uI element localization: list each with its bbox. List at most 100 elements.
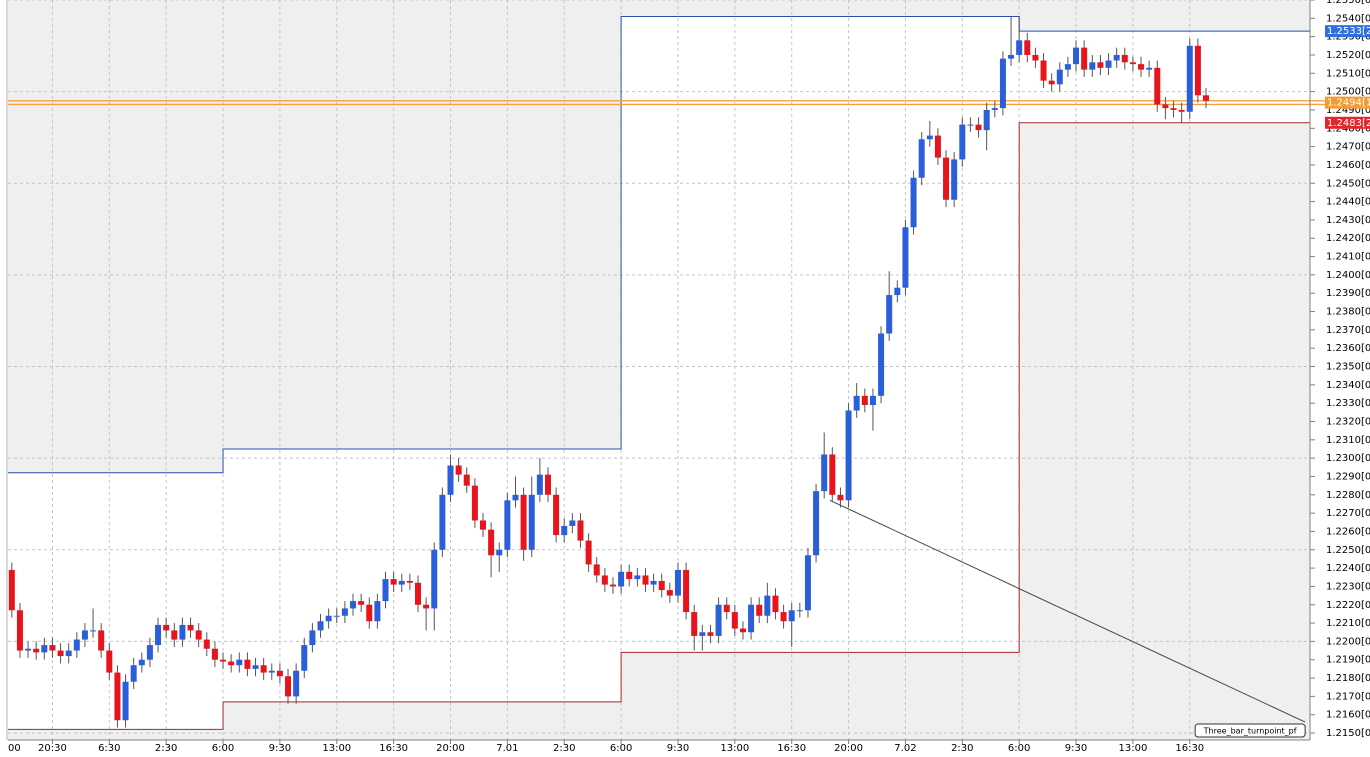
candle-body <box>683 569 690 613</box>
candle-body <box>155 624 162 646</box>
candle-body <box>228 661 235 666</box>
y-tick-label: 1.2510[0 <box>1326 68 1370 79</box>
x-tick-label: 6:00 <box>610 743 632 754</box>
y-tick-label: 1.2320[0 <box>1326 416 1370 427</box>
y-tick-label: 1.2340[0 <box>1326 380 1370 391</box>
candle-body <box>25 648 32 651</box>
candle-body <box>138 659 145 666</box>
candle-body <box>463 474 470 486</box>
y-tick-label: 1.2450[0 <box>1326 178 1370 189</box>
candle-body <box>804 555 811 611</box>
y-tick-label: 1.2550[0 <box>1326 0 1370 6</box>
trendline-label-box <box>1194 723 1306 738</box>
candle-body <box>146 645 153 660</box>
candle-body <box>1170 108 1177 110</box>
candle-body <box>1016 40 1023 55</box>
candle-body <box>195 630 202 640</box>
candle-body <box>49 645 56 651</box>
candle-body <box>553 494 560 536</box>
candle-body <box>406 580 413 583</box>
x-tick-label: 9:30 <box>1065 743 1087 754</box>
candle-body <box>325 615 332 622</box>
y-tick-label: 1.2300[0 <box>1326 453 1370 464</box>
candle-body <box>780 612 787 622</box>
candle-body <box>1194 45 1201 96</box>
candle-body <box>504 500 511 550</box>
x-tick-label: 20:30 <box>38 743 67 754</box>
candle-body <box>853 395 860 411</box>
x-tick-label: 00 <box>8 743 21 754</box>
candle-body <box>268 670 275 673</box>
candle-body <box>959 124 966 160</box>
x-tick-label: 9:30 <box>269 743 291 754</box>
candle-body <box>415 582 422 605</box>
x-tick-label: 6:00 <box>1008 743 1030 754</box>
x-tick-label: 7.02 <box>894 743 916 754</box>
candle-body <box>569 520 576 526</box>
candle-body <box>16 610 23 651</box>
y-tick-label: 1.2180[0 <box>1326 673 1370 684</box>
y-tick-label: 1.2240[0 <box>1326 563 1370 574</box>
candle-body <box>878 333 885 396</box>
candle-body <box>374 601 381 622</box>
candle-body <box>423 604 430 609</box>
y-tick-label: 1.2430[0 <box>1326 215 1370 226</box>
candle-body <box>544 474 551 495</box>
y-tick-label: 1.2520[0 <box>1326 50 1370 61</box>
candle-body <box>431 549 438 609</box>
candle-body <box>244 659 251 669</box>
candle-body <box>293 670 300 697</box>
candle-body <box>455 465 462 475</box>
y-tick-label: 1.2170[0 <box>1326 691 1370 702</box>
candle-body <box>512 494 519 501</box>
candle-body <box>252 665 259 669</box>
candle-body <box>1105 60 1112 68</box>
candle-body <box>821 454 828 492</box>
x-tick-label: 2:30 <box>553 743 575 754</box>
candle-body <box>1146 67 1153 70</box>
candle-body <box>845 410 852 501</box>
candle-body <box>471 485 478 521</box>
y-tick-label: 1.2540[0 <box>1326 13 1370 24</box>
candle-body <box>341 608 348 616</box>
candle-body <box>642 575 649 585</box>
candle-body <box>902 227 909 288</box>
x-tick-label: 6:00 <box>212 743 234 754</box>
candle-body <box>739 628 746 633</box>
y-tick-label: 1.2410[0 <box>1326 252 1370 263</box>
candle-body <box>1186 45 1193 112</box>
x-tick-label: 13:00 <box>1118 743 1147 754</box>
y-tick-label: 1.2400[0 <box>1326 270 1370 281</box>
candle-body <box>601 575 608 585</box>
candle-body <box>829 454 836 495</box>
y-tick-label: 1.2440[0 <box>1326 197 1370 208</box>
x-tick-label: 20:00 <box>834 743 863 754</box>
candle-body <box>626 571 633 580</box>
candle-body <box>650 580 657 585</box>
x-tick-label: 13:00 <box>720 743 749 754</box>
candle-body <box>317 621 324 631</box>
candle-body <box>634 575 641 580</box>
y-tick-label: 1.2270[0 <box>1326 508 1370 519</box>
y-tick-label: 1.2350[0 <box>1326 362 1370 373</box>
candle-body <box>1064 64 1071 70</box>
candle-body <box>715 604 722 636</box>
x-tick-label: 2:30 <box>155 743 177 754</box>
candle-body <box>764 595 771 616</box>
y-tick-label: 1.2470[0 <box>1326 142 1370 153</box>
channel-fill <box>8 16 1310 730</box>
y-tick-label: 1.2290[0 <box>1326 471 1370 482</box>
candle-body <box>1097 62 1104 68</box>
y-tick-label: 1.2160[0 <box>1326 710 1370 721</box>
plot-layer: Three_bar_turnpoint_pf <box>8 0 1325 740</box>
trendline <box>829 499 1306 723</box>
candle-body <box>674 569 681 596</box>
candle-body <box>975 124 982 131</box>
price-tag-label: 1.2483[2 <box>1327 118 1370 129</box>
candle-body <box>585 540 592 565</box>
candle-body <box>163 624 170 631</box>
candle-body <box>723 604 730 613</box>
candle-body <box>869 395 876 406</box>
candle-body <box>593 564 600 576</box>
candle-body <box>285 676 292 697</box>
